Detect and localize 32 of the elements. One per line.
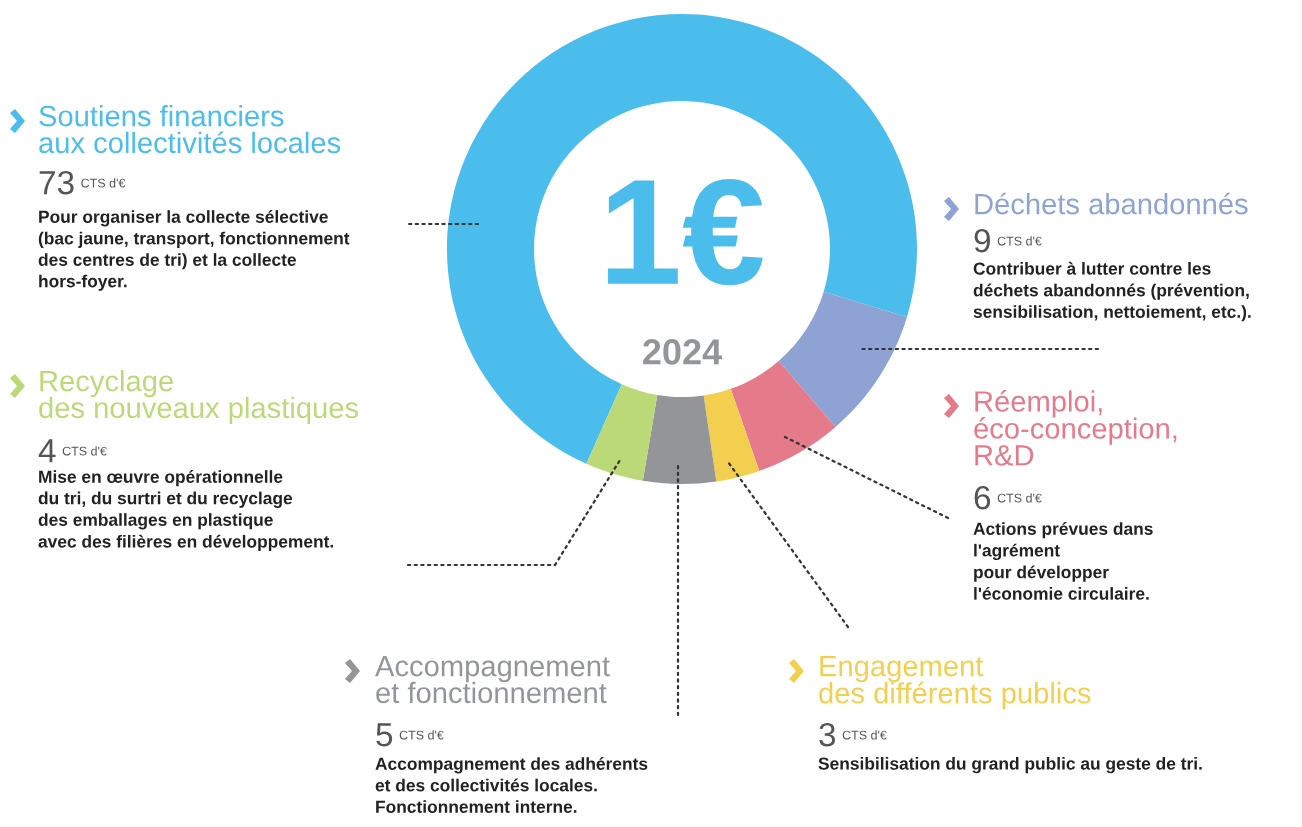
donut-slice bbox=[447, 14, 917, 464]
legend-label: Réemploi, éco-conception, R&D bbox=[974, 390, 1177, 466]
legend-label: Recyclage des nouveaux plastiques bbox=[39, 370, 359, 424]
text: Accompagnement des adhérents et des collectivités locales. Fonctionnement interne. bbox=[375, 757, 648, 813]
data-label: 4 bbox=[38, 439, 56, 463]
text: Mise en œuvre opérationnelle du tri, du surtri et du recyclage des emballages en plastique avec des filières en développement. bbox=[38, 470, 334, 552]
legend-label: Soutiens financiers aux collectivités locales bbox=[39, 105, 341, 154]
text: CTS d'€ bbox=[842, 730, 887, 740]
legend-label: Engagement des différents publics bbox=[819, 656, 1091, 710]
text: CTS d'€ bbox=[81, 178, 126, 188]
text: 2024 bbox=[643, 339, 722, 365]
text: Contribuer à lutter contre les déchets abandonnés (prévention, sensibilisation, nettoiement, etc.). bbox=[973, 261, 1251, 322]
text: CTS d'€ bbox=[997, 493, 1042, 503]
data-label: 73 bbox=[39, 170, 74, 195]
donut-slice bbox=[642, 394, 717, 484]
donut-slice bbox=[778, 291, 907, 427]
text: Sensibilisation du grand public au geste de tri. bbox=[818, 757, 1202, 774]
text: CTS d'€ bbox=[62, 446, 107, 456]
text: 1€ bbox=[608, 179, 763, 286]
text: CTS d'€ bbox=[997, 236, 1042, 246]
data-label: 6 bbox=[974, 485, 991, 510]
text: Actions prévues dans l'agrément pour développer l'économie circulaire. bbox=[973, 522, 1153, 600]
legend-label: Déchets abandonnés bbox=[975, 192, 1248, 215]
legend-label: Accompagnement et fonctionnement bbox=[375, 656, 610, 704]
data-label: 9 bbox=[974, 228, 990, 253]
text: Pour organiser la collecte sélective (bac jaune, transport, fonctionnement des centres de tri) et la collecte hors-foyer. bbox=[38, 210, 350, 291]
data-label: 5 bbox=[376, 723, 393, 747]
donut-slice bbox=[586, 384, 658, 481]
data-label: 3 bbox=[819, 722, 836, 747]
donut-slice bbox=[730, 361, 836, 471]
text: CTS d'€ bbox=[399, 730, 444, 740]
donut-slice bbox=[703, 388, 760, 482]
